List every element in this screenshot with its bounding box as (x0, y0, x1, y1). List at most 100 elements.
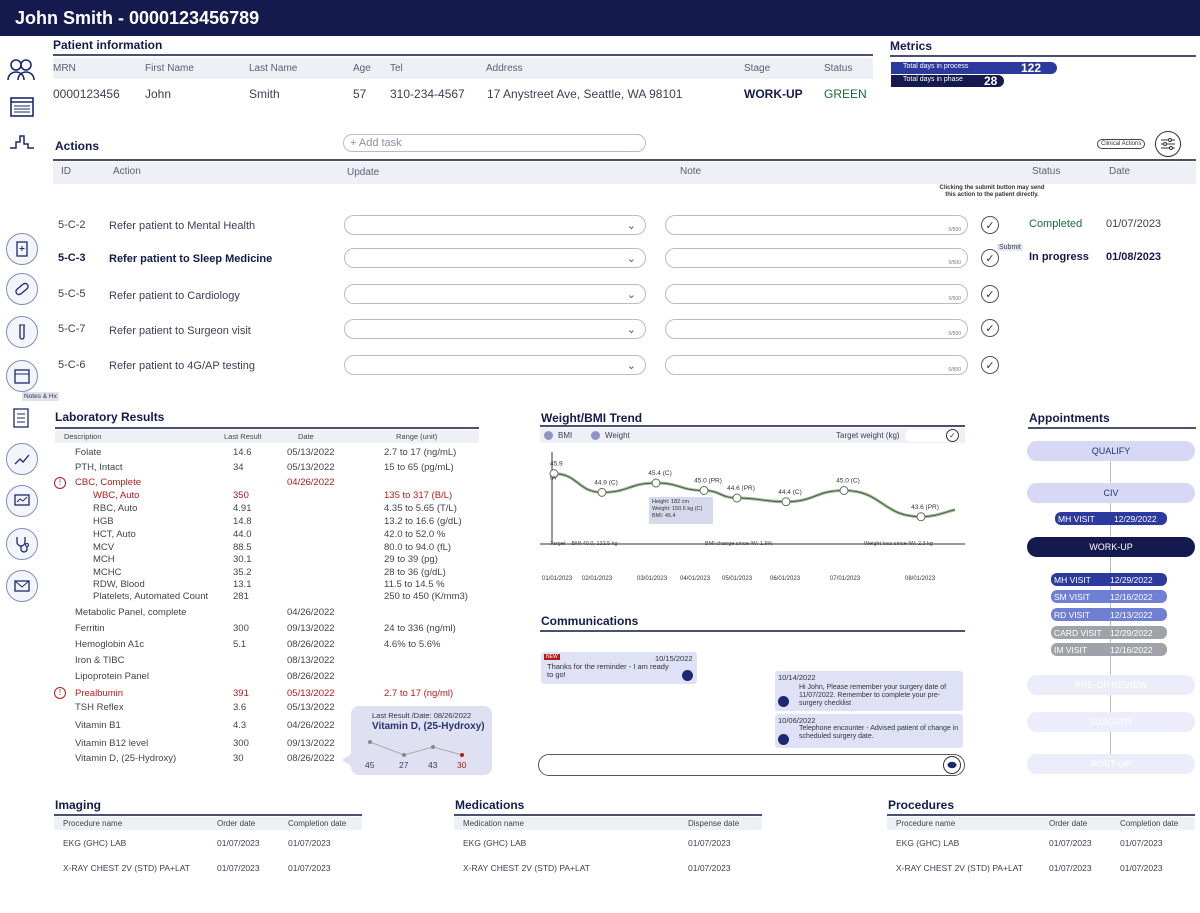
workup-visit-pill[interactable]: SM VISIT 12/16/2022 (1051, 590, 1167, 603)
workup-visit-pill[interactable]: MH VISIT 12/29/2022 (1051, 573, 1167, 586)
note-input[interactable]: 0/500 (665, 319, 968, 339)
send-chat-icon[interactable] (943, 756, 961, 774)
iw-label: IW (550, 476, 558, 482)
lab-row[interactable]: MCV 88.5 80.0 to 94.0 (fL) (55, 542, 479, 554)
lab-row[interactable]: Platelets, Automated Count 281 250 to 450 … (55, 591, 479, 603)
civ-visit-pill[interactable]: MH VISIT 12/29/2022 (1055, 512, 1167, 525)
workup-visit-pill[interactable]: RD VISIT 12/13/2022 (1051, 608, 1167, 621)
lab-row[interactable]: TSH Reflex 3.6 05/13/2022 (55, 702, 479, 714)
submit-hint: Clicking the submit button may send this… (939, 185, 1045, 198)
cell: X-RAY CHEST 2V (STD) PA+LAT (63, 863, 190, 873)
message-received[interactable]: NEW 10/15/2022 Thanks for the reminder -… (541, 652, 697, 684)
lab-cell: Prealbumin (75, 688, 124, 699)
note-input[interactable]: 0/500 (665, 284, 968, 304)
lab-row[interactable]: MCH 30.1 29 to 39 (pg) (55, 554, 479, 566)
stage-workup[interactable]: WORK-UP (1027, 537, 1195, 557)
clipboard-icon[interactable] (6, 233, 38, 265)
monitor-icon[interactable] (6, 485, 38, 517)
message-input[interactable] (538, 754, 965, 776)
update-select[interactable]: ⌄ (344, 215, 646, 235)
submit-check-icon[interactable]: ✓ (981, 356, 999, 374)
workup-visit-pill[interactable]: CARD VISIT 12/29/2022 (1051, 626, 1167, 639)
stage-postop[interactable]: POST-OP (1027, 754, 1195, 774)
lab-row[interactable]: HCT, Auto 44.0 42.0 to 52.0 % (55, 529, 479, 541)
patients-icon[interactable] (6, 58, 36, 87)
medications-title: Medications (455, 798, 525, 812)
lab-cell: Lipoprotein Panel (75, 671, 149, 682)
action-name: Refer patient to Mental Health (109, 220, 256, 232)
mail-screen-icon[interactable] (6, 570, 38, 602)
lab-row[interactable]: Vitamin B1 4.3 04/26/2022 (55, 720, 479, 732)
note-input[interactable]: 0/500 (665, 355, 968, 375)
stage-value: WORK-UP (744, 87, 803, 101)
fitness-icon[interactable] (8, 132, 36, 157)
message-sent[interactable]: 10/14/2022 Hi John, Please remember your… (775, 671, 963, 711)
test-tube-icon[interactable] (6, 316, 38, 348)
clinical-actions-button[interactable]: Clinical Actions (1097, 139, 1146, 149)
update-select[interactable]: ⌄ (344, 319, 646, 339)
trend-chart-icon[interactable] (6, 443, 38, 475)
lab-row[interactable]: Ferritin 300 09/13/2022 24 to 336 (ng/ml) (55, 623, 479, 635)
lab-row[interactable]: Lipoprotein Panel 08/26/2022 (55, 671, 479, 683)
cell: 01/07/2023 (1120, 838, 1163, 848)
lab-row[interactable]: WBC, Auto 350 135 to 317 (B/L) (55, 490, 479, 502)
submit-check-icon[interactable]: ✓ (981, 216, 999, 234)
appointments-title: Appointments (1029, 411, 1110, 425)
lab-row[interactable]: CBC, Complete 04/26/2022 (55, 477, 479, 489)
table-row[interactable]: EKG (GHC) LAB 01/07/2023 01/07/2023 (54, 838, 362, 851)
table-row[interactable]: X-RAY CHEST 2V (STD) PA+LAT 01/07/2023 0… (887, 863, 1195, 876)
target-check-icon[interactable]: ✓ (946, 429, 959, 442)
data-label: 45.0 (PR) (694, 478, 722, 485)
update-select[interactable]: ⌄ (344, 355, 646, 375)
lab-row[interactable]: HGB 14.8 13.2 to 16.6 (g/dL) (55, 516, 479, 528)
submit-check-icon[interactable]: ✓ (981, 249, 999, 267)
table-row[interactable]: X-RAY CHEST 2V (STD) PA+LAT 01/07/2023 0… (54, 863, 362, 876)
update-select[interactable]: ⌄ (344, 284, 646, 304)
calendar-icon[interactable] (6, 360, 38, 392)
col-header: Status (824, 63, 853, 74)
lab-row[interactable]: Metabolic Panel, complete 04/26/2022 (55, 607, 479, 619)
tooltip-line: BMI: 45.4 (652, 513, 676, 519)
stage-preop-review[interactable]: PRE-OP REVIEW (1027, 675, 1195, 695)
lab-row[interactable]: Iron & TIBC 08/13/2022 (55, 655, 479, 667)
lab-row[interactable]: Prealbumin 391 05/13/2022 2.7 to 17 (ng/ml) (55, 688, 479, 700)
lab-cell: PTH, Intact (75, 462, 123, 473)
weight-legend-swatch[interactable] (591, 431, 600, 440)
divider (53, 54, 873, 56)
table-row[interactable]: X-RAY CHEST 2V (STD) PA+LAT 01/07/2023 (454, 863, 762, 876)
pill-icon[interactable] (6, 273, 38, 305)
lab-cell: 04/26/2022 (287, 477, 335, 488)
stethoscope-icon[interactable] (6, 528, 38, 560)
lab-cell: 3.6 (233, 702, 247, 713)
lab-cell: Metabolic Panel, complete (75, 607, 187, 618)
lab-row[interactable]: Folate 14.6 05/13/2022 2.7 to 17 (ng/mL) (55, 447, 479, 459)
add-task-input[interactable]: + Add task (343, 134, 646, 152)
update-select[interactable]: ⌄ (344, 248, 646, 268)
table-row[interactable]: EKG (GHC) LAB 01/07/2023 (454, 838, 762, 851)
stage-surgery[interactable]: SURGERY (1027, 712, 1195, 732)
filter-icon[interactable] (1155, 131, 1181, 157)
lab-row[interactable]: Vitamin B12 level 300 09/13/2022 (55, 738, 479, 750)
lab-cell: Vitamin B12 level (75, 738, 149, 749)
checklist-icon[interactable] (12, 407, 30, 434)
stage-civ[interactable]: CIV (1027, 483, 1195, 503)
table-row[interactable]: EKG (GHC) LAB 01/07/2023 01/07/2023 (887, 838, 1195, 851)
mrn-value: 0000123456 (53, 87, 120, 101)
submit-check-icon[interactable]: ✓ (981, 319, 999, 337)
message-sent[interactable]: 10/06/2022 Telephone encounter - Advised… (775, 714, 963, 748)
lab-cell: 05/13/2022 (287, 462, 335, 473)
lab-row[interactable]: Vitamin D, (25-Hydroxy) 30 08/26/2022 (55, 753, 479, 765)
document-icon[interactable] (10, 97, 34, 122)
workup-visit-pill[interactable]: IM VISIT 12/16/2022 (1051, 643, 1167, 656)
lab-row[interactable]: PTH, Intact 34 05/13/2022 15 to 65 (pg/mL) (55, 462, 479, 474)
lab-row[interactable]: RDW, Blood 13.1 11.5 to 14.5 % (55, 579, 479, 591)
bmi-legend-swatch[interactable] (544, 431, 553, 440)
submit-check-icon[interactable]: ✓ (981, 285, 999, 303)
note-input[interactable]: 0/500 (665, 248, 968, 268)
stage-qualify[interactable]: QUALIFY (1027, 441, 1195, 461)
note-input[interactable]: 0/500 (665, 215, 968, 235)
lab-row[interactable]: MCHC 35.2 28 to 36 (g/dL) (55, 567, 479, 579)
lab-row[interactable]: RBC, Auto 4.91 4.35 to 5.65 (T/L) (55, 503, 479, 515)
lab-row[interactable]: Hemoglobin A1c 5.1 08/26/2022 4.6% to 5.6% (55, 639, 479, 651)
lab-cell: 08/26/2022 (287, 639, 335, 650)
